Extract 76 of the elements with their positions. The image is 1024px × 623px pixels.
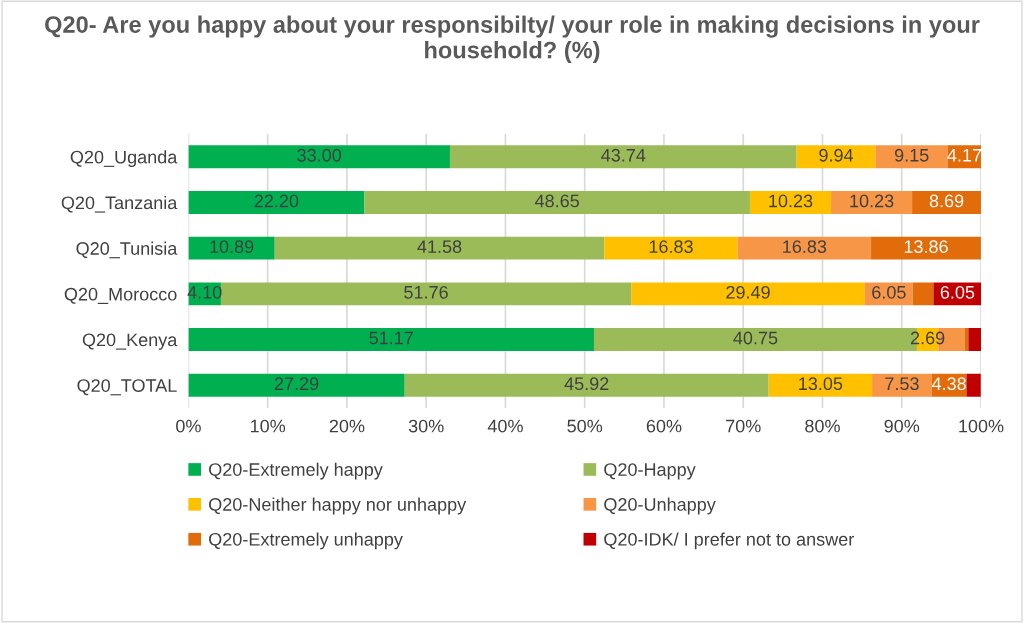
bar bbox=[188, 191, 365, 214]
data-label: 45.92 bbox=[564, 377, 609, 391]
x-tick-label: 30% bbox=[408, 419, 444, 433]
x-tick-label: 40% bbox=[487, 419, 523, 433]
data-label: 7.53 bbox=[885, 377, 919, 391]
bar bbox=[737, 236, 872, 260]
data-label: 6.05 bbox=[940, 285, 975, 299]
bar bbox=[768, 373, 873, 397]
y-tick-label: Q20_Tunisia bbox=[76, 241, 178, 259]
legend-label: Q20-Unhappy bbox=[604, 497, 716, 515]
bar bbox=[875, 145, 948, 169]
bar bbox=[749, 191, 832, 214]
data-label: 10.89 bbox=[210, 240, 254, 254]
bar bbox=[449, 145, 797, 169]
data-label: 2.69 bbox=[910, 331, 945, 345]
x-tick-label: 20% bbox=[329, 419, 365, 433]
bar bbox=[912, 191, 981, 214]
legend-label: Q20-Neither happy nor unhappy bbox=[209, 497, 467, 515]
bar bbox=[188, 236, 275, 260]
bar bbox=[188, 373, 405, 397]
data-label: 43.74 bbox=[601, 148, 646, 162]
legend-label: Q20-Extremely unhappy bbox=[209, 532, 403, 550]
y-tick-label: Q20_Uganda bbox=[70, 150, 178, 168]
y-tick-label: Q20_Tanzania bbox=[61, 195, 178, 213]
data-label: 16.83 bbox=[783, 240, 827, 254]
data-label: 41.58 bbox=[417, 240, 462, 254]
x-tick-label: 50% bbox=[567, 419, 603, 433]
data-label: 13.05 bbox=[799, 377, 843, 391]
data-label: 9.15 bbox=[894, 148, 929, 162]
legend-label: Q20-Extremely happy bbox=[209, 462, 383, 480]
y-tick-label: Q20_Morocco bbox=[64, 287, 177, 304]
x-tick-label: 60% bbox=[646, 419, 682, 433]
data-label: 33.00 bbox=[297, 148, 342, 162]
x-tick-label: 70% bbox=[726, 419, 761, 433]
bar bbox=[968, 328, 981, 351]
data-label: 6.05 bbox=[872, 285, 906, 299]
data-label: 51.17 bbox=[369, 331, 413, 345]
bar bbox=[274, 236, 605, 260]
bar bbox=[964, 328, 969, 351]
x-tick-label: 10% bbox=[250, 419, 286, 433]
data-label: 10.23 bbox=[769, 194, 813, 208]
data-label: 4.17 bbox=[947, 149, 982, 162]
bar bbox=[404, 373, 769, 397]
legend-label: Q20-IDK/ I prefer not to answer bbox=[604, 532, 854, 550]
data-label: 27.29 bbox=[274, 377, 319, 391]
data-label: 51.76 bbox=[404, 285, 448, 299]
chart-title: Q20- Are you happy about your responsibilty/ your role in making decisions in your household? (%) bbox=[45, 15, 980, 64]
bar bbox=[966, 373, 981, 397]
x-tick-label: 100% bbox=[959, 419, 1004, 433]
data-label: 22.20 bbox=[254, 194, 299, 208]
bar bbox=[604, 236, 738, 260]
bar bbox=[364, 191, 750, 214]
data-label: 8.69 bbox=[929, 194, 964, 208]
bar bbox=[872, 373, 932, 397]
bar bbox=[188, 328, 594, 351]
x-tick-label: 90% bbox=[884, 419, 920, 433]
data-label: 9.94 bbox=[819, 148, 854, 162]
bar bbox=[796, 145, 876, 169]
x-tick-label: 0% bbox=[176, 419, 201, 433]
data-label: 16.83 bbox=[649, 240, 693, 254]
x-tick-label: 80% bbox=[805, 419, 840, 433]
bar bbox=[220, 282, 632, 306]
data-label: 29.49 bbox=[726, 285, 770, 299]
bar bbox=[631, 282, 865, 306]
y-tick-label: Q20_TOTAL bbox=[77, 379, 177, 396]
y-tick-label: Q20_Kenya bbox=[82, 333, 178, 350]
data-label: 10.23 bbox=[850, 194, 894, 208]
bar bbox=[831, 191, 913, 214]
data-label: 40.75 bbox=[733, 331, 778, 345]
bar bbox=[188, 145, 450, 169]
data-label: 4.38 bbox=[931, 377, 966, 391]
data-label: 13.86 bbox=[904, 240, 948, 254]
data-label: 48.65 bbox=[534, 194, 579, 208]
bar bbox=[871, 236, 981, 260]
legend-label: Q20-Happy bbox=[604, 463, 696, 480]
bar bbox=[912, 282, 934, 306]
